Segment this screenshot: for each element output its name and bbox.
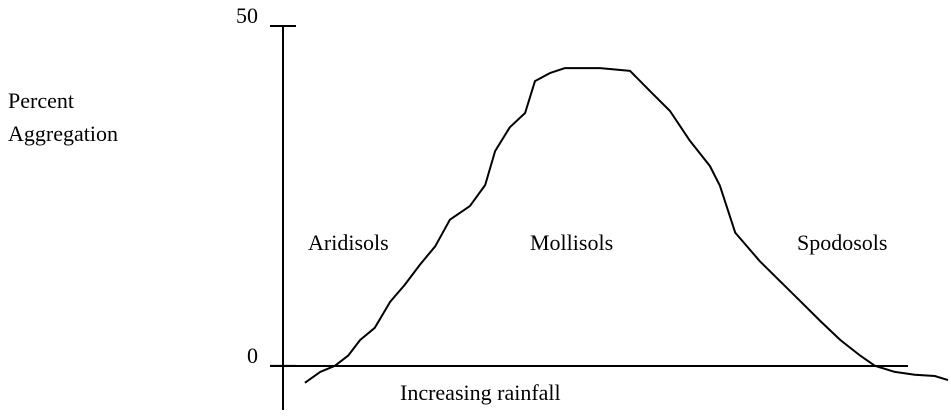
x-axis-label: Increasing rainfall xyxy=(400,380,561,405)
annotation: Spodosols xyxy=(797,230,887,255)
y-tick-label: 0 xyxy=(247,343,258,368)
annotation: Aridisols xyxy=(308,230,389,255)
line xyxy=(304,67,949,384)
y-axis-label: Percent xyxy=(8,88,74,113)
y-axis-label: Aggregation xyxy=(8,121,118,146)
annotation: Mollisols xyxy=(530,230,613,255)
y-tick-label: 50 xyxy=(236,3,258,28)
